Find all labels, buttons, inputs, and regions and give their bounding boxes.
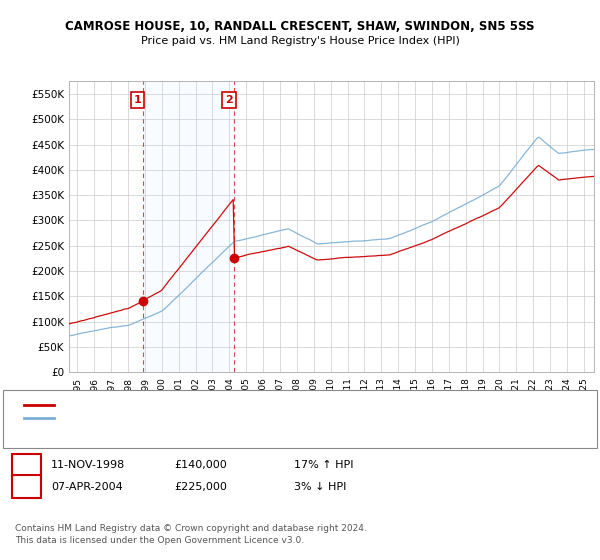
Text: £225,000: £225,000 (174, 482, 227, 492)
Text: HPI: Average price, detached house, Swindon: HPI: Average price, detached house, Swin… (60, 413, 282, 423)
Text: 17% ↑ HPI: 17% ↑ HPI (294, 460, 353, 470)
Text: Price paid vs. HM Land Registry's House Price Index (HPI): Price paid vs. HM Land Registry's House … (140, 36, 460, 46)
Text: 2: 2 (23, 482, 30, 492)
Text: CAMROSE HOUSE, 10, RANDALL CRESCENT, SHAW, SWINDON, SN5 5SS: CAMROSE HOUSE, 10, RANDALL CRESCENT, SHA… (65, 20, 535, 32)
Text: 2: 2 (225, 95, 233, 105)
Text: 3% ↓ HPI: 3% ↓ HPI (294, 482, 346, 492)
Text: 07-APR-2004: 07-APR-2004 (51, 482, 123, 492)
Text: 1: 1 (23, 460, 30, 470)
Bar (143, 81, 234, 372)
Text: Contains HM Land Registry data © Crown copyright and database right 2024.
This d: Contains HM Land Registry data © Crown c… (15, 524, 367, 545)
Text: £140,000: £140,000 (174, 460, 227, 470)
Text: CAMROSE HOUSE, 10, RANDALL CRESCENT, SHAW, SWINDON, SN5 5SS (detached house: CAMROSE HOUSE, 10, RANDALL CRESCENT, SHA… (60, 400, 495, 410)
Text: 1: 1 (134, 95, 142, 105)
Text: 11-NOV-1998: 11-NOV-1998 (51, 460, 125, 470)
